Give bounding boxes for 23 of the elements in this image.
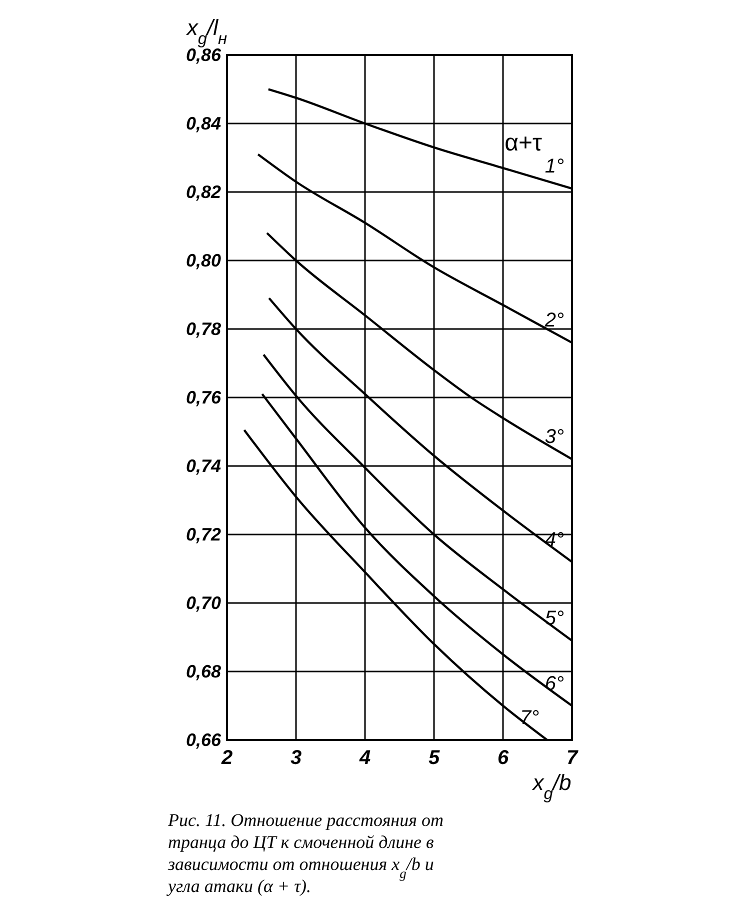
- series-label: 2°: [544, 310, 564, 332]
- y-tick-label: 0,80: [186, 250, 221, 270]
- y-tick-label: 0,72: [186, 524, 221, 544]
- y-tick-label: 0,82: [186, 182, 221, 202]
- series-label: 3°: [544, 426, 564, 448]
- x-tick-label: 5: [428, 747, 440, 769]
- y-tick-label: 0,66: [186, 730, 222, 750]
- y-tick-label: 0,68: [186, 662, 221, 682]
- x-tick-label: 6: [497, 747, 510, 769]
- y-tick-label: 0,78: [186, 319, 221, 339]
- text: Рис. 11. Отношение расстояния от транца до ЦТ к смоченной длине в зависимости от отношения x$_{g}$/b и угла атаки (α + τ).: [168, 810, 444, 896]
- y-tick-label: 0,84: [186, 114, 221, 134]
- y-tick-label: 0,74: [186, 456, 221, 476]
- series-label: 1°: [544, 156, 564, 178]
- x-tick-label: 2: [220, 747, 233, 769]
- x-tick-label: 3: [290, 747, 302, 769]
- x-axis-title: x$_{g}$/b: [532, 770, 572, 803]
- y-tick-label: 0,70: [186, 593, 221, 613]
- legend-title: α+τ: [504, 130, 543, 157]
- y-axis-title: x$_{g}$/l$_{н}$: [186, 15, 228, 48]
- y-tick-label: 0,76: [186, 388, 222, 408]
- x-tick-label: 7: [566, 747, 578, 769]
- x-tick-label: 4: [358, 747, 371, 769]
